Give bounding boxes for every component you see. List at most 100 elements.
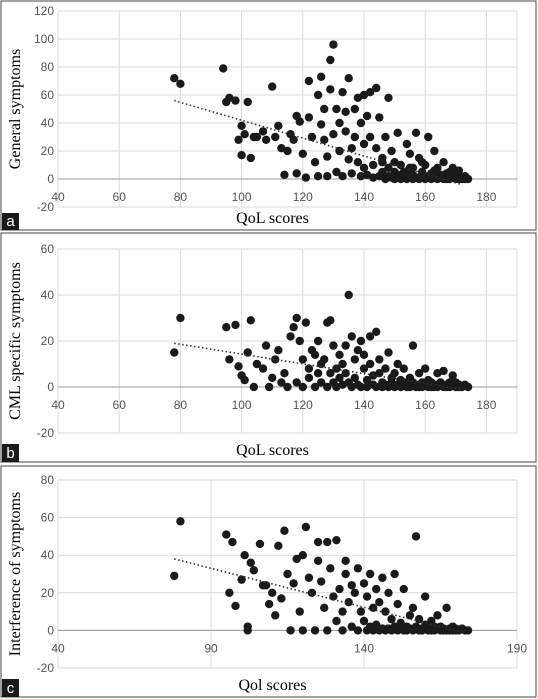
data-point <box>430 166 439 175</box>
data-point <box>414 369 424 378</box>
data-point <box>378 167 387 177</box>
data-point <box>295 607 304 616</box>
panel-border <box>0 465 537 698</box>
data-point <box>359 350 369 359</box>
data-point <box>277 378 286 387</box>
data-point <box>316 378 326 387</box>
data-point <box>304 373 314 382</box>
data-point <box>326 564 335 573</box>
x-tick-label: 180 <box>476 190 496 204</box>
data-point <box>283 382 292 392</box>
data-point <box>390 569 399 579</box>
data-point <box>280 526 289 535</box>
data-point <box>402 139 412 149</box>
data-point <box>381 607 390 616</box>
data-point <box>237 151 246 160</box>
data-point <box>326 55 335 65</box>
data-point <box>234 362 243 371</box>
data-point <box>365 569 375 579</box>
data-point <box>411 128 421 137</box>
data-point <box>335 118 344 128</box>
data-point <box>347 332 356 341</box>
data-point <box>234 135 243 144</box>
data-point <box>292 169 301 178</box>
data-point <box>335 146 344 156</box>
data-point <box>222 530 231 539</box>
x-tick-label: 180 <box>476 398 496 412</box>
data-point <box>375 113 384 122</box>
data-point <box>329 341 338 350</box>
data-point <box>286 626 295 635</box>
data-point <box>433 611 442 620</box>
data-point <box>356 607 366 616</box>
y-tick-label: -20 <box>37 426 55 440</box>
y-axis-label: CML specific symptoms <box>7 262 24 420</box>
data-point <box>240 375 249 385</box>
panel-border <box>0 232 537 463</box>
data-point <box>350 355 360 364</box>
data-point <box>304 573 314 582</box>
data-point <box>463 382 473 392</box>
data-point <box>283 146 292 156</box>
y-tick-label: 80 <box>41 60 55 74</box>
data-point <box>408 341 418 350</box>
data-point <box>359 364 369 373</box>
data-point <box>222 323 231 332</box>
data-point <box>280 170 289 179</box>
x-tick-label: 160 <box>415 190 435 204</box>
data-point <box>362 375 372 385</box>
data-point <box>304 113 314 122</box>
data-point <box>295 117 304 126</box>
data-point <box>323 626 332 635</box>
x-axis-label: QoL scores <box>236 210 309 227</box>
x-tick-label: 140 <box>354 398 374 412</box>
data-point <box>396 618 405 628</box>
x-axis-label: QoL scores <box>236 442 309 459</box>
data-point <box>341 127 350 136</box>
chart-panel-c: -20 0 20 40 60 80 40 90 140 190 Qol scores Interfer… <box>0 465 537 698</box>
data-point <box>439 158 448 167</box>
x-tick-label: 100 <box>232 398 252 412</box>
data-point <box>292 554 301 564</box>
data-point <box>344 598 353 607</box>
chart-panel-a: -20 0 20 40 60 80 100 120 40 60 80 100 120 140 160 180 Q… <box>0 0 537 231</box>
data-point <box>329 40 338 49</box>
data-point <box>271 355 280 364</box>
data-point <box>381 132 390 142</box>
data-point <box>356 336 366 346</box>
data-point <box>274 346 283 355</box>
x-tick-label: 80 <box>174 190 188 204</box>
chart-panel-b: -20 0 20 40 60 40 60 80 100 120 140 160 180 QoL score… <box>0 232 537 463</box>
data-point <box>335 373 344 382</box>
y-tick-label: 40 <box>41 116 55 130</box>
data-point <box>372 584 381 594</box>
data-point <box>396 160 405 170</box>
data-point <box>307 588 317 597</box>
data-point <box>341 369 350 378</box>
panel-label-badge <box>2 679 19 697</box>
y-tick-label: 0 <box>47 172 54 186</box>
y-axis-label: General symptoms <box>7 49 24 169</box>
data-point <box>341 341 350 350</box>
y-tick-label: 60 <box>41 511 55 525</box>
data-point <box>329 592 338 601</box>
y-tick-label: 40 <box>41 288 55 302</box>
data-point <box>313 90 323 100</box>
data-point <box>277 594 286 603</box>
data-point <box>350 132 360 142</box>
data-point <box>347 581 356 590</box>
data-point <box>310 626 320 635</box>
data-point <box>170 74 179 83</box>
data-point <box>286 332 295 341</box>
data-point <box>326 369 335 378</box>
x-tick-label: 40 <box>51 641 65 655</box>
data-point <box>356 118 366 128</box>
data-point <box>252 132 262 142</box>
data-point <box>390 167 399 177</box>
data-point <box>353 158 363 167</box>
data-point <box>246 153 255 163</box>
y-tick-label: 0 <box>47 380 54 394</box>
data-point <box>378 158 387 167</box>
data-point <box>301 318 311 327</box>
data-point <box>298 551 307 560</box>
